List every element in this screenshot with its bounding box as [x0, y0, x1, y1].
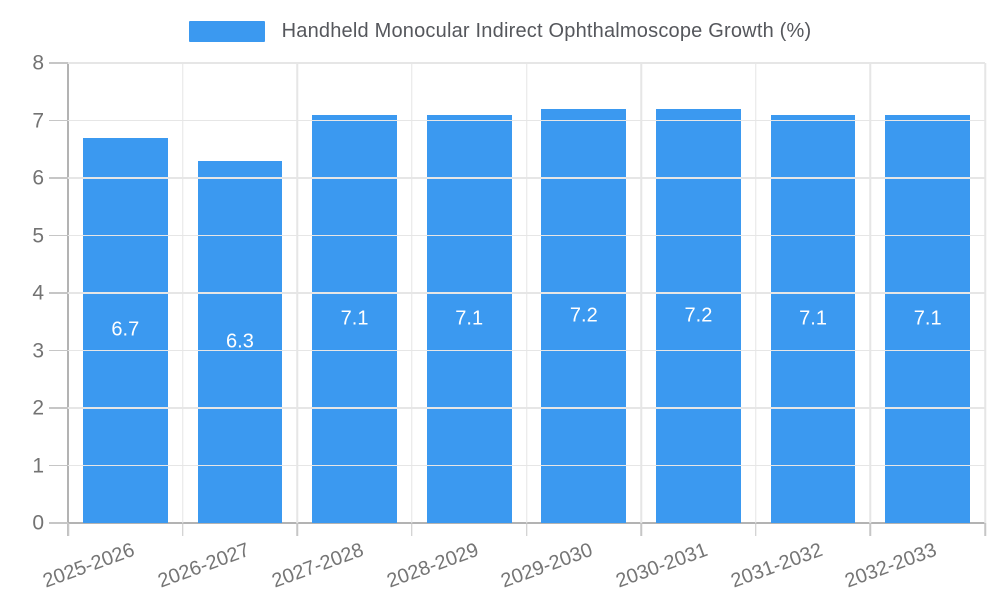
x-axis-tick — [984, 523, 986, 536]
bar: 6.7 — [82, 137, 168, 523]
category-column: 6.3 2026-2027 — [155, 63, 298, 592]
category-column: 7.1 2031-2032 — [728, 63, 871, 592]
bar: 7.1 — [770, 114, 856, 523]
bar-value-label: 7.2 — [684, 304, 713, 327]
y-axis-tick-label: 8 — [32, 51, 44, 75]
bar: 6.3 — [197, 160, 283, 523]
y-axis-tick — [49, 119, 68, 122]
bar-value-label: 6.3 — [226, 330, 254, 353]
x-axis-tick — [869, 523, 872, 536]
legend-swatch[interactable] — [188, 21, 265, 42]
x-axis-tick — [411, 523, 413, 536]
bar: 7.1 — [885, 114, 971, 523]
y-axis-tick — [49, 522, 68, 524]
y-axis-tick-label: 3 — [32, 339, 44, 362]
category-column: 6.7 2025-2026 — [40, 63, 183, 592]
x-axis-tick-label: 2026-2027 — [154, 539, 253, 593]
y-axis-tick-label: 7 — [32, 109, 44, 132]
y-axis-tick-label: 6 — [32, 166, 44, 190]
vertical-gridline — [525, 63, 528, 523]
category-column: 7.1 2032-2033 — [842, 63, 985, 592]
bar-value-label: 7.2 — [569, 304, 598, 327]
vertical-gridline — [296, 63, 298, 523]
y-axis-tick — [49, 464, 68, 467]
bar-series: 6.7 2025-2026 6.3 2026-2027 7.1 2027-2028 7.1 2… — [40, 63, 985, 592]
x-axis-tick — [755, 523, 757, 536]
vertical-gridline — [411, 63, 413, 523]
y-axis-tick — [49, 407, 68, 409]
y-axis-tick — [49, 349, 68, 352]
y-axis-line — [67, 63, 69, 536]
x-axis-tick — [67, 523, 69, 536]
vertical-gridline — [640, 63, 642, 523]
bar: 7.2 — [541, 109, 627, 523]
x-axis-tick-label: 2025-2026 — [40, 539, 138, 593]
bar-value-label: 7.1 — [913, 307, 942, 330]
y-axis-tick — [49, 177, 68, 179]
y-axis-tick — [49, 234, 68, 237]
category-column: 7.1 2027-2028 — [269, 63, 412, 592]
chart-legend[interactable]: Handheld Monocular Indirect Ophthalmosco… — [0, 20, 1000, 43]
vertical-gridline — [984, 63, 986, 523]
x-axis-tick — [296, 523, 298, 536]
bar-value-label: 7.1 — [799, 307, 827, 330]
x-axis-tick-label: 2027-2028 — [269, 539, 367, 593]
y-axis-tick-label: 4 — [32, 281, 44, 305]
y-axis-tick-label: 2 — [32, 396, 44, 420]
x-axis-tick-label: 2032-2033 — [842, 539, 940, 593]
legend-label[interactable]: Handheld Monocular Indirect Ophthalmosco… — [281, 20, 812, 42]
bar: 7.2 — [656, 109, 741, 523]
x-axis-tick — [181, 523, 184, 536]
vertical-gridline — [869, 63, 872, 523]
y-axis-tick-label: 0 — [32, 511, 44, 535]
vertical-gridline — [181, 63, 184, 523]
x-axis-tick-label: 2030-2031 — [613, 539, 711, 593]
bar: 7.1 — [312, 114, 397, 523]
x-axis-tick-label: 2029-2030 — [498, 539, 596, 593]
bar: 7.1 — [426, 114, 512, 523]
x-axis-tick — [640, 523, 642, 536]
x-axis-tick-label: 2028-2029 — [383, 539, 482, 593]
x-axis-tick-label: 2031-2032 — [727, 539, 826, 593]
bar-value-label: 6.7 — [111, 318, 140, 341]
bar-value-label: 7.1 — [455, 307, 484, 330]
y-axis-tick-label: 5 — [32, 224, 44, 247]
y-axis-tick — [49, 292, 68, 294]
y-axis-tick — [49, 62, 68, 64]
y-axis-tick-label: 1 — [32, 454, 44, 477]
x-axis-tick — [525, 523, 528, 536]
vertical-gridline — [755, 63, 757, 523]
plot-area: 6.7 2025-2026 6.3 2026-2027 7.1 2027-2028 7.1 2… — [32, 53, 986, 592]
category-column: 7.1 2028-2029 — [384, 63, 527, 592]
bar-value-label: 7.1 — [340, 307, 369, 330]
